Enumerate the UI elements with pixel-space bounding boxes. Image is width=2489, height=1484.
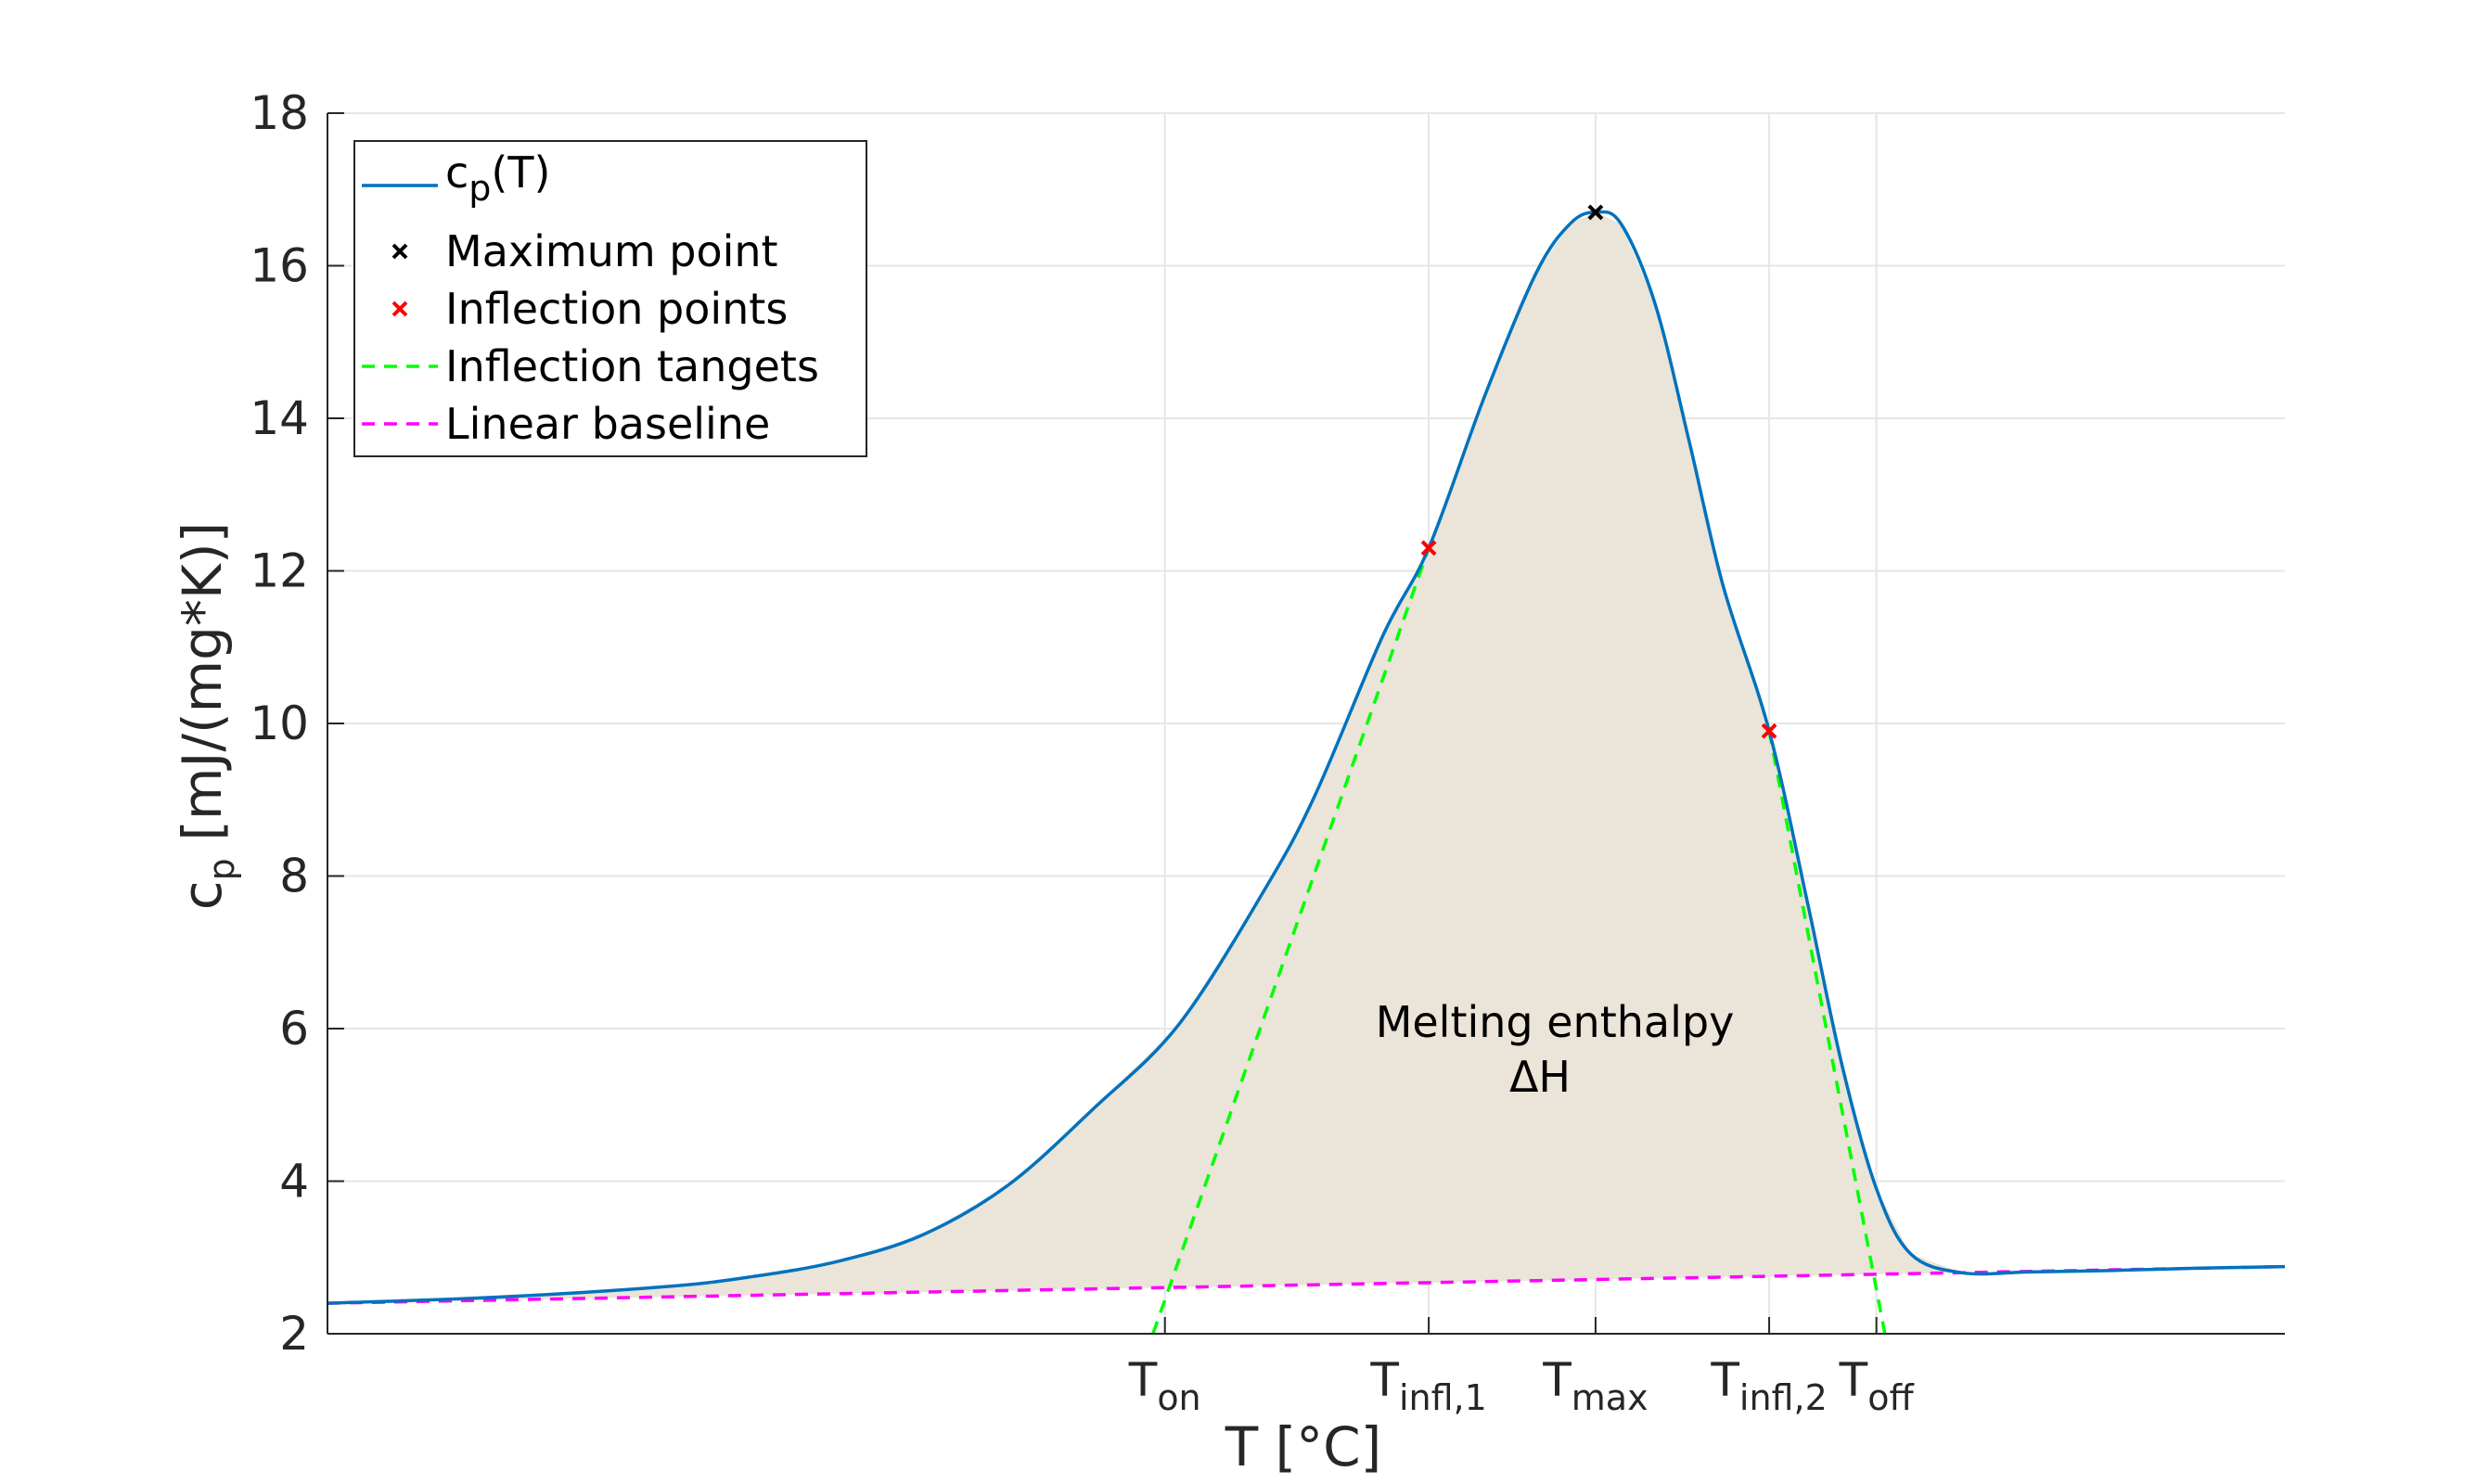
x-tick-label: Tinfl,1 (1369, 1353, 1486, 1418)
plot-markers (1420, 204, 1777, 739)
melting-enthalpy-area (327, 211, 2285, 1304)
legend-swatch-maximum (391, 243, 408, 260)
plot-lines (327, 210, 2286, 1335)
x-tick-label-main: T (1542, 1353, 1572, 1407)
annotation-line-1: Melting enthalpy (1376, 997, 1735, 1047)
x-axis-label: T [°C] (1225, 1415, 1382, 1478)
legend-swatch-inflection (391, 301, 408, 317)
x-tick-labels: Ton Tinfl,1 Tmax Tinfl,2 Toff (1128, 1317, 1915, 1418)
annotation: Melting enthalpy ΔH (1376, 997, 1735, 1102)
y-tick-label: 2 (279, 1307, 309, 1361)
legend-label-tangent: Inflection tangets (445, 341, 819, 391)
legend-label-maximum: Maximum point (445, 226, 778, 276)
annotation-line-2: ΔH (1509, 1052, 1571, 1102)
y-tick-label: 6 (279, 1002, 309, 1055)
legend: cp(T) Maximum point Inflection points In… (353, 140, 867, 457)
x-tick-label-sub: max (1572, 1377, 1649, 1418)
y-tick-labels: 2 4 6 8 10 12 14 16 18 (250, 86, 344, 1361)
inflection-point-stroke (1761, 723, 1777, 739)
x-tick-label-sub: off (1867, 1377, 1914, 1418)
x-tick-label: Ton (1128, 1353, 1201, 1418)
inflection-point (1420, 540, 1437, 556)
legend-label-baseline: Linear baseline (445, 399, 770, 449)
y-axis-label-rest: [mJ/(mg*K)] (171, 522, 234, 858)
legend-label-curve-sub: p (468, 168, 491, 209)
x-tick-label-sub: infl,1 (1399, 1377, 1487, 1418)
y-axis-label-main: c (171, 880, 234, 910)
inflection-point (1761, 723, 1777, 739)
x-tick-label-sub: on (1157, 1377, 1200, 1418)
y-tick-label: 8 (279, 850, 309, 903)
y-tick-label: 12 (250, 544, 309, 598)
inflection-point-stroke (1420, 540, 1437, 556)
x-tick-label-main: T (1128, 1353, 1158, 1407)
x-tick-label-sub: infl,2 (1739, 1377, 1828, 1418)
x-tick-label-main: T (1369, 1353, 1399, 1407)
y-axis-label: cp [mJ/(mg*K)] (171, 522, 242, 910)
maximum-point (1587, 204, 1604, 221)
x-tick-label: Toff (1839, 1353, 1915, 1418)
inflection-tangent-1 (1151, 547, 1431, 1335)
legend-box (353, 140, 867, 457)
legend-label-curve-main: c (445, 147, 468, 198)
x-tick-label-main: T (1710, 1353, 1739, 1407)
y-tick-label: 14 (250, 391, 309, 445)
x-tick-label-main: T (1839, 1353, 1868, 1407)
x-tick-label: Tmax (1542, 1353, 1648, 1418)
cp-curve (327, 210, 2286, 1305)
legend-label-inflection: Inflection points (445, 284, 788, 334)
fill-area (327, 211, 2285, 1304)
y-axis-label-sub: p (201, 858, 242, 880)
legend-label-curve: cp(T) (445, 147, 550, 209)
maximum-point-stroke (1587, 204, 1604, 221)
y-tick-label: 18 (250, 86, 309, 140)
y-tick-label: 16 (250, 239, 309, 293)
legend-label-curve-rest: (T) (491, 147, 550, 198)
y-tick-label: 10 (250, 697, 309, 750)
y-tick-label: 4 (279, 1155, 309, 1209)
x-tick-label: Tinfl,2 (1710, 1353, 1827, 1418)
